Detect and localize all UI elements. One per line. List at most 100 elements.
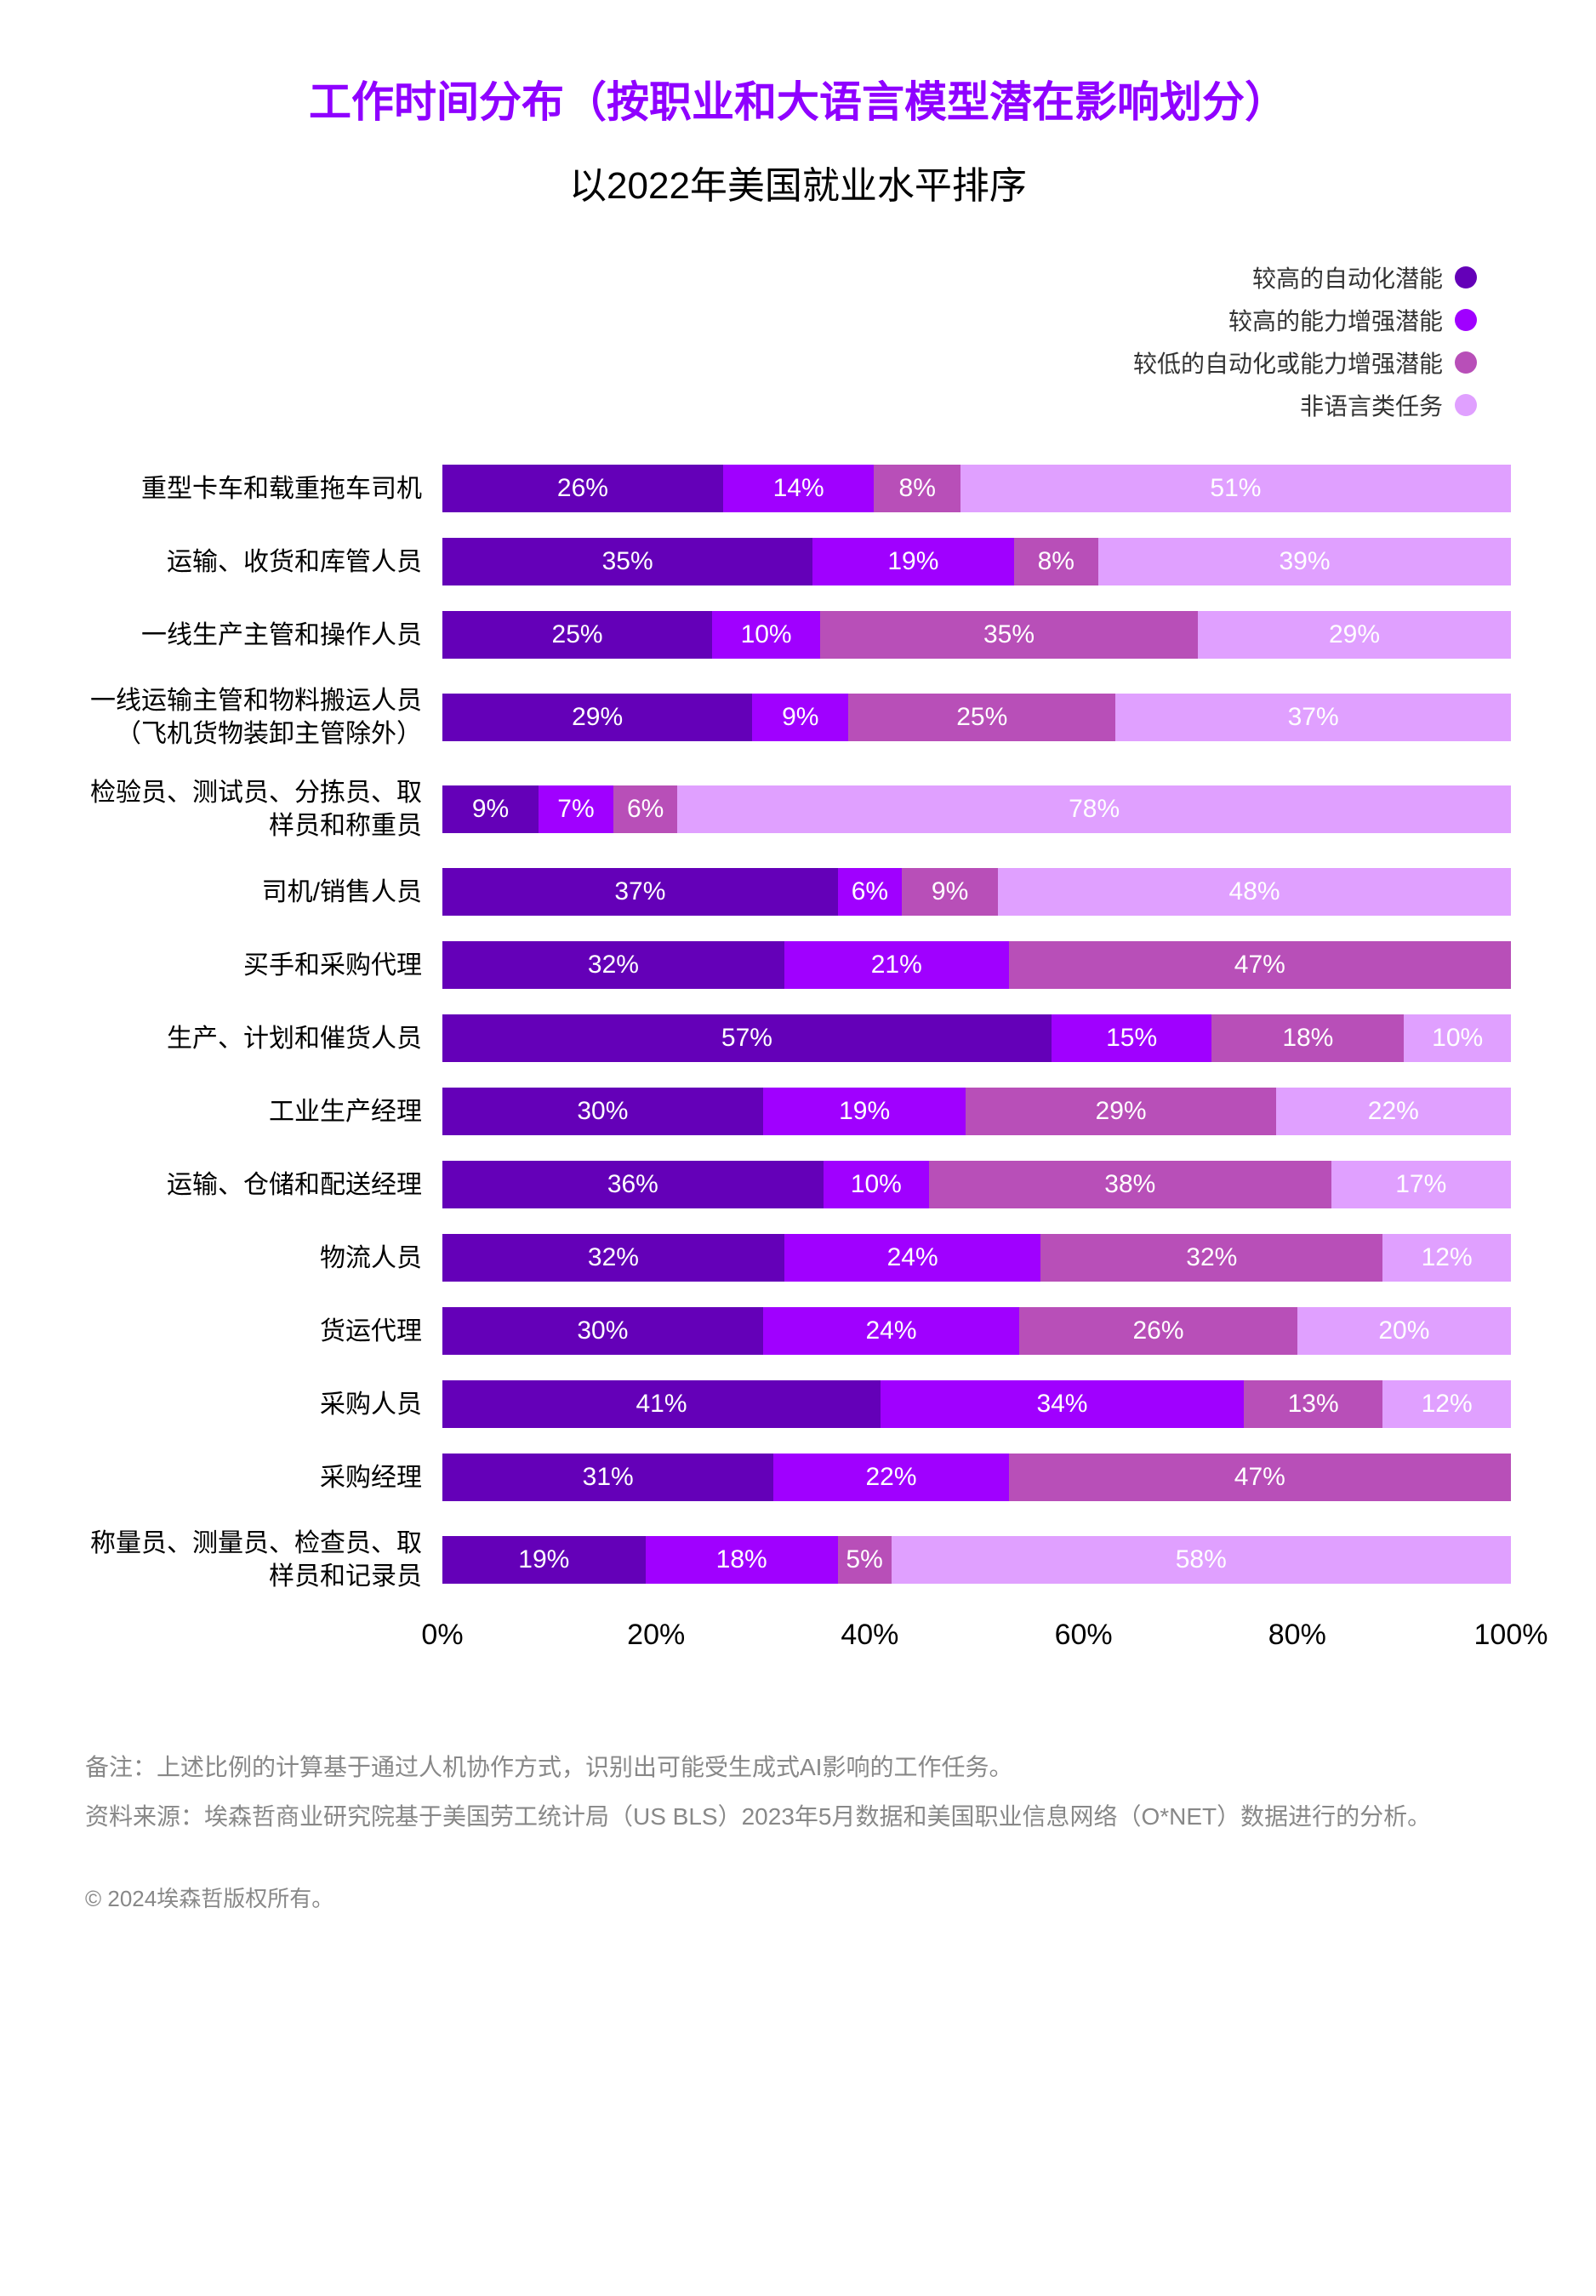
category-label: 重型卡车和载重拖车司机 [85,472,442,505]
bar-segment: 78% [677,785,1511,833]
bar-segment: 26% [1019,1307,1297,1355]
bar-segment: 32% [442,941,784,989]
bar-stack: 57%15%18%10% [442,1014,1511,1062]
category-label: 称量员、测量员、检查员、取样员和记录员 [85,1527,442,1593]
bar-segment: 12% [1382,1234,1511,1282]
category-label: 一线生产主管和操作人员 [85,619,442,652]
bar-segment: 25% [442,611,712,659]
bar-stack: 19%18%5%58% [442,1536,1511,1584]
bar-segment: 22% [1276,1088,1511,1135]
bar-stack: 41%34%13%12% [442,1380,1511,1428]
bar-stack: 29%9%25%37% [442,694,1511,741]
footer-source: 资料来源：埃森哲商业研究院基于美国劳工统计局（US BLS）2023年5月数据和… [85,1796,1511,1838]
bar-stack: 25%10%35%29% [442,611,1511,659]
stacked-bar-chart: 重型卡车和载重拖车司机26%14%8%51%运输、收货和库管人员35%19%8%… [85,465,1511,1593]
axis-tick: 80% [1268,1619,1326,1652]
bar-segment: 35% [820,611,1198,659]
legend-swatch [1455,266,1477,288]
bar-segment: 36% [442,1161,824,1208]
bar-stack: 35%19%8%39% [442,538,1511,585]
chart-row: 买手和采购代理32%21%47% [85,941,1511,989]
category-label: 一线运输主管和物料搬运人员（飞机货物装卸主管除外） [85,684,442,751]
bar-segment: 57% [442,1014,1052,1062]
chart-row: 一线运输主管和物料搬运人员（飞机货物装卸主管除外）29%9%25%37% [85,684,1511,751]
bar-segment: 6% [613,785,677,833]
bar-segment: 9% [752,694,848,741]
bar-stack: 36%10%38%17% [442,1161,1511,1208]
legend-label: 较低的自动化或能力增强潜能 [1133,346,1443,380]
bar-segment: 19% [763,1088,966,1135]
bar-segment: 29% [1198,611,1511,659]
legend-item: 较低的自动化或能力增强潜能 [1133,346,1477,380]
chart-row: 运输、仓储和配送经理36%10%38%17% [85,1161,1511,1208]
bar-segment: 8% [1014,538,1098,585]
bar-segment: 30% [442,1088,763,1135]
legend-label: 较高的自动化潜能 [1252,260,1443,294]
axis-tick: 40% [841,1619,898,1652]
bar-segment: 19% [812,538,1013,585]
bar-stack: 9%7%6%78% [442,785,1511,833]
bar-segment: 14% [723,465,875,512]
legend-swatch [1455,351,1477,374]
bar-segment: 32% [1040,1234,1382,1282]
chart-row: 一线生产主管和操作人员25%10%35%29% [85,611,1511,659]
legend-item: 较高的能力增强潜能 [1228,303,1477,337]
bar-segment: 41% [442,1380,881,1428]
chart-row: 生产、计划和催货人员57%15%18%10% [85,1014,1511,1062]
bar-segment: 9% [442,785,539,833]
category-label: 采购人员 [85,1388,442,1421]
chart-row: 物流人员32%24%32%12% [85,1234,1511,1282]
legend-label: 非语言类任务 [1300,388,1443,422]
bar-segment: 6% [838,868,902,916]
bar-segment: 17% [1331,1161,1511,1208]
bar-segment: 22% [773,1454,1008,1501]
bar-segment: 32% [442,1234,784,1282]
bar-stack: 31%22%47% [442,1454,1511,1501]
chart-title: 工作时间分布（按职业和大语言模型潜在影响划分） [85,68,1511,129]
footer-note: 备注：上述比例的计算基于通过人机协作方式，识别出可能受生成式AI影响的工作任务。 [85,1746,1511,1789]
chart-row: 工业生产经理30%19%29%22% [85,1088,1511,1135]
category-label: 买手和采购代理 [85,949,442,982]
chart-row: 采购经理31%22%47% [85,1454,1511,1501]
category-label: 采购经理 [85,1461,442,1494]
chart-row: 货运代理30%24%26%20% [85,1307,1511,1355]
bar-segment: 38% [929,1161,1331,1208]
footer-notes: 备注：上述比例的计算基于通过人机协作方式，识别出可能受生成式AI影响的工作任务。… [85,1746,1511,1839]
chart-row: 检验员、测试员、分拣员、取样员和称重员9%7%6%78% [85,776,1511,842]
bar-segment: 30% [442,1307,763,1355]
bar-segment: 47% [1009,1454,1511,1501]
chart-row: 采购人员41%34%13%12% [85,1380,1511,1428]
bar-segment: 34% [881,1380,1244,1428]
category-label: 物流人员 [85,1242,442,1275]
legend-item: 较高的自动化潜能 [1252,260,1477,294]
category-label: 司机/销售人员 [85,876,442,909]
bar-segment: 58% [892,1536,1511,1584]
bar-segment: 48% [998,868,1511,916]
bar-stack: 32%21%47% [442,941,1511,989]
bar-segment: 12% [1382,1380,1511,1428]
bar-stack: 26%14%8%51% [442,465,1511,512]
legend: 较高的自动化潜能较高的能力增强潜能较低的自动化或能力增强潜能非语言类任务 [85,260,1511,422]
bar-segment: 15% [1052,1014,1211,1062]
bar-segment: 10% [824,1161,929,1208]
axis-tick: 60% [1055,1619,1113,1652]
axis-tick: 0% [421,1619,463,1652]
chart-subtitle: 以2022年美国就业水平排序 [85,155,1511,209]
bar-stack: 37%6%9%48% [442,868,1511,916]
category-label: 工业生产经理 [85,1095,442,1128]
bar-segment: 37% [442,868,838,916]
axis-tick: 100% [1474,1619,1548,1652]
bar-segment: 10% [712,611,820,659]
bar-segment: 21% [784,941,1009,989]
bar-segment: 37% [1115,694,1511,741]
chart-row: 重型卡车和载重拖车司机26%14%8%51% [85,465,1511,512]
bar-segment: 24% [784,1234,1040,1282]
category-label: 生产、计划和催货人员 [85,1022,442,1055]
chart-row: 司机/销售人员37%6%9%48% [85,868,1511,916]
bar-segment: 18% [1211,1014,1404,1062]
x-axis: 0%20%40%60%80%100% [85,1619,1511,1661]
legend-item: 非语言类任务 [1300,388,1477,422]
bar-segment: 10% [1404,1014,1511,1062]
bar-stack: 30%19%29%22% [442,1088,1511,1135]
legend-swatch [1455,394,1477,416]
